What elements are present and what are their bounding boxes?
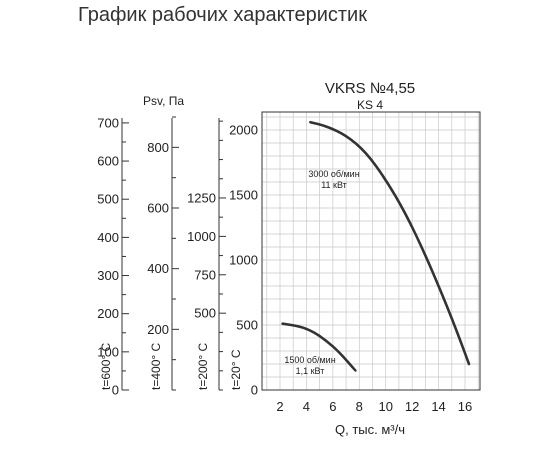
x-tick-label: 6 — [329, 399, 336, 414]
page-title: График рабочих характеристик — [78, 4, 367, 26]
y-tick-label: 1000 — [229, 253, 258, 268]
temp-axis-tick-label: 750 — [194, 267, 216, 282]
y-tick-label: 0 — [251, 383, 258, 398]
y-axis-label: Psv, Па — [143, 94, 184, 108]
temp-axis-label: t=400° C — [149, 343, 163, 390]
temp-axis-tick-label: 200 — [97, 306, 119, 321]
temp-axis-tick-label: 0 — [112, 383, 119, 398]
temp-axis-tick-label: 400 — [147, 261, 169, 276]
series-layer — [281, 120, 471, 372]
temp-axis-tick-label: 700 — [97, 115, 119, 130]
x-tick-label: 10 — [378, 399, 392, 414]
temperature-axes: 0 100 200 300 400 500 600 700 t=600° C 200 400 600 8… — [97, 115, 243, 397]
temp-axis-label: t=600° C — [99, 343, 113, 390]
chart-subtitle: KS 4 — [357, 98, 383, 112]
temp-axis-tick-label: 300 — [97, 268, 119, 283]
temp-axis-tick-label: 400 — [97, 230, 119, 245]
temp-axis-tick-label: 600 — [97, 154, 119, 169]
series-annotation: 3000 об/мин — [308, 169, 359, 179]
temp-axis-label: t=20° C — [229, 349, 243, 390]
y-tick-label: 1500 — [229, 188, 258, 203]
x-tick-label: 8 — [356, 399, 363, 414]
series-line — [281, 322, 357, 372]
series-annotation: 11 кВт — [321, 180, 347, 190]
temp-axis-tick-label: 200 — [147, 322, 169, 337]
x-tick-label: 4 — [303, 399, 310, 414]
y-tick-label: 2000 — [229, 123, 258, 138]
temp-axis-tick-label: 600 — [147, 201, 169, 216]
chart-title: VKRS №4,55 — [325, 80, 415, 97]
temp-axis-tick-label: 1000 — [187, 229, 216, 244]
temp-axis-label: t=200° C — [196, 343, 210, 390]
x-tick-label: 2 — [276, 399, 283, 414]
series-line — [309, 120, 471, 366]
plot-grid — [261, 111, 481, 391]
y-tick-label: 500 — [236, 318, 258, 333]
x-axis-label: Q, тыс. м³/ч — [335, 422, 405, 437]
series-annotation: 1500 об/мин — [284, 355, 335, 365]
temp-axis-tick-label: 800 — [147, 140, 169, 155]
temp-axis-tick-label: 500 — [97, 192, 119, 207]
temp-axis-tick-label: 1250 — [187, 190, 216, 205]
main-axis: 0 500 1000 1500 2000 2 4 6 8 10 12 14 16 Q, тыс. м³/ч… — [143, 80, 472, 437]
x-tick-label: 12 — [405, 399, 419, 414]
plot-frame — [261, 111, 481, 391]
x-tick-label: 14 — [431, 399, 445, 414]
x-tick-label: 16 — [458, 399, 472, 414]
temp-axis-tick-label: 500 — [194, 306, 216, 321]
series-annotation: 1,1 кВт — [296, 366, 325, 376]
temp-axis-tick-label: 100 — [97, 344, 119, 359]
